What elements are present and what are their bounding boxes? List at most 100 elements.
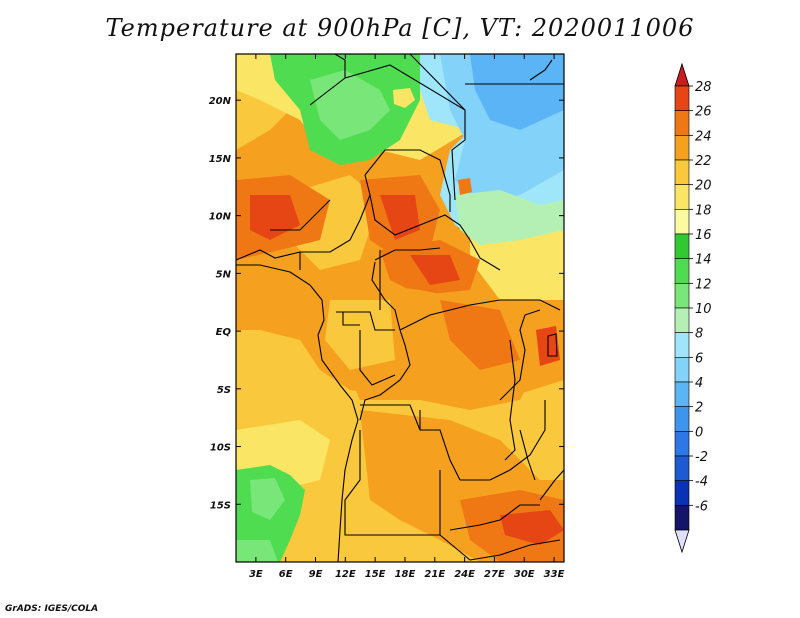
nile-warm-spot [458,178,472,195]
colorbar-bin [674,431,690,457]
colorbar-label: 10 [695,302,712,317]
border-great-lakes [499,309,541,401]
colorbar-bin [674,480,690,506]
border-car-north [374,247,441,261]
atlantic-coastline [236,264,359,562]
colorbar-bin [674,184,690,210]
sahel-hot-west [250,195,300,240]
colorbar-label: 26 [695,105,712,120]
credit-label: GrADS: IGES/COLA [5,604,99,614]
border-nw [309,54,346,106]
border-car-west [371,261,406,346]
colorbar-label: 14 [695,253,712,268]
x-tick-label: 9E [309,569,323,580]
sahara-green-core [310,70,390,140]
colorbar-label: 16 [695,228,712,243]
southeast-hot-26 [500,510,564,545]
x-tick-label: 30E [514,569,535,580]
y-tick-label: 15S [210,500,231,511]
plot-frame [235,53,565,563]
x-tick-label: 21E [424,569,445,580]
border-mozambique [539,469,564,501]
border-zimbabwe [449,504,540,531]
colorbar-bin [674,110,690,136]
colorbar-bin [674,159,690,185]
colorbar-bin [674,455,690,481]
colorbar-label: 28 [695,80,712,95]
page-title: Temperature at 900hPa [C], VT: 202001100… [105,14,695,42]
colorbar-bin [674,505,690,531]
border-angola-drc [360,404,461,481]
colorbar-bin [674,135,690,161]
x-tick-label: 3E [249,569,263,580]
border-chad-north [364,149,451,212]
y-tick-label: 15N [209,154,232,165]
border-sahel-west [236,174,371,261]
colorbar-label: 4 [695,376,703,391]
border-north [344,64,466,201]
sahara-warm-spot [393,88,415,108]
lake-tanganyika [504,339,516,461]
colorbar-under-triangle [674,529,690,554]
colorbar-label: 24 [695,129,712,144]
border-namibia [344,500,471,561]
y-tick-label: 10S [210,443,231,454]
colorbar-label: 20 [695,179,712,194]
lake-malawi [519,429,536,481]
colorbar-label: -2 [695,450,708,465]
border-chad-south [369,194,501,271]
x-tick-label: 24E [454,569,475,580]
red-sea-coast [529,59,553,81]
lake-victoria [547,333,558,357]
colorbar-bin [674,258,690,284]
x-tick-label: 12E [335,569,356,580]
y-tick-label: 5N [216,269,232,280]
colorbar-label: 8 [695,327,703,342]
colorbar-bin [674,307,690,333]
sahel-hot-east [410,255,460,285]
border-angola-west [344,430,361,501]
colorbar-label: -4 [695,475,708,490]
x-tick-label: 6E [279,569,293,580]
y-axis: 20N 15N 10N 5N EQ 5S 10S 15S [209,96,564,511]
colorbar-bin [674,381,690,407]
colorbar-bin [674,332,690,358]
x-tick-label: 15E [365,569,386,580]
x-tick-label: 27E [484,569,505,580]
border-uganda [520,299,561,311]
colorbar-bin [674,283,690,309]
y-tick-label: EQ [216,327,232,338]
colorbar-bin [674,209,690,235]
x-tick-label: 33E [544,569,565,580]
border-south [469,539,561,561]
colorbar-label: -6 [695,499,708,514]
y-tick-label: 10N [209,212,232,223]
colorbar-bin [674,85,690,111]
colorbar-label: 12 [695,277,712,292]
border-drc-west [359,344,411,421]
colorbar-label: 22 [695,154,712,169]
y-tick-label: 20N [209,96,232,107]
colorbar-bin [674,406,690,432]
x-axis: 3E 6E 9E 12E 15E 18E 21E 24E 27E 30E 33E [249,54,565,580]
border-gabon [336,311,395,331]
angola-green-south [236,540,278,562]
border-ne-diag [409,54,466,111]
nile-transition [455,190,564,245]
equatorial-warm-east [440,300,520,370]
colorbar-label: 0 [695,425,703,440]
y-tick-label: 5S [217,385,231,396]
colorbar-label: 2 [695,401,703,416]
temperature-field [236,54,564,562]
x-tick-label: 18E [395,569,416,580]
border-zambia [460,400,546,481]
colorbar-label: 18 [695,203,712,218]
border-niger-nigeria [270,199,331,231]
angola-green-core [250,478,285,520]
colorbar-label: 6 [695,351,703,366]
border-congo [359,330,396,386]
colorbar-bin [674,357,690,383]
boundaries [236,54,564,562]
